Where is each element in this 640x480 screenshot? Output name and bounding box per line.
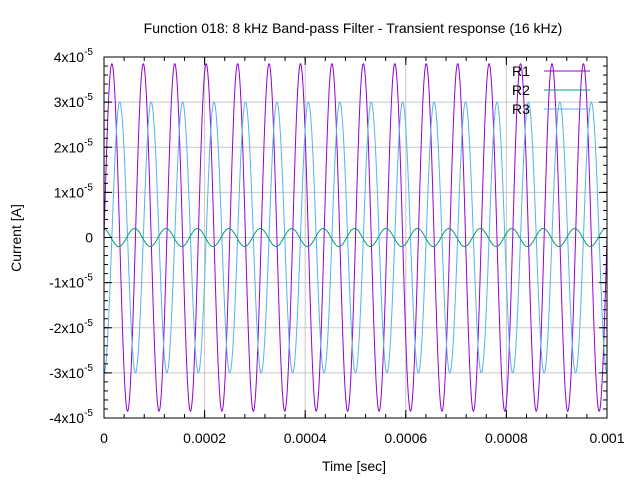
x-tick-label: 0.0006 (384, 430, 427, 446)
y-tick-exponent: -5 (84, 182, 93, 193)
y-tick-exponent: -5 (84, 318, 93, 329)
y-tick-mantissa: 0 (85, 230, 93, 246)
y-tick-exponent: -5 (84, 273, 93, 284)
y-tick-label: -4x10-5 (49, 408, 93, 426)
x-tick-label: 0 (100, 430, 108, 446)
y-tick-label: -3x10-5 (49, 363, 93, 381)
y-tick-labels: 4x10-53x10-52x10-51x10-50-1x10-5-2x10-5-… (49, 47, 93, 426)
y-tick-mantissa: -3x10 (49, 365, 84, 381)
chart-title: Function 018: 8 kHz Band-pass Filter - T… (144, 20, 563, 36)
y-axis-label: Current [A] (8, 204, 24, 272)
axis-ticks (103, 56, 608, 419)
legend-label: R2 (512, 82, 530, 98)
y-tick-exponent: -5 (84, 363, 93, 374)
series-layer (103, 63, 608, 412)
series-line-r2 (103, 227, 608, 248)
x-tick-labels: 0 0.0002 0.0004 0.0006 0.0008 0.001 (100, 430, 625, 446)
x-tick-label: 0.0002 (183, 430, 226, 446)
grid-lines (104, 57, 607, 418)
y-tick-label: -1x10-5 (49, 273, 93, 291)
x-tick-label: 0.0004 (284, 430, 327, 446)
y-tick-mantissa: 1x10 (54, 184, 85, 200)
y-tick-label: -2x10-5 (49, 318, 93, 336)
y-tick-label: 2x10-5 (54, 137, 94, 155)
y-tick-exponent: -5 (84, 137, 93, 148)
x-tick-label: 0.001 (589, 430, 624, 446)
y-tick-exponent: -5 (84, 408, 93, 419)
x-axis-label: Time [sec] (322, 458, 386, 474)
y-tick-label: 4x10-5 (54, 47, 94, 65)
y-tick-label: 3x10-5 (54, 92, 94, 110)
legend-label: R3 (512, 101, 530, 117)
legend: R1 R2 R3 (512, 63, 590, 117)
y-tick-mantissa: 4x10 (54, 49, 85, 65)
y-tick-exponent: -5 (84, 47, 93, 58)
y-tick-label: 1x10-5 (54, 182, 94, 200)
series-line-r1 (103, 63, 608, 412)
y-tick-mantissa: -4x10 (49, 410, 84, 426)
y-tick-mantissa: -1x10 (49, 275, 84, 291)
y-tick-mantissa: 2x10 (54, 139, 85, 155)
y-tick-label: 0 (85, 230, 93, 246)
y-tick-exponent: -5 (84, 92, 93, 103)
x-tick-label: 0.0008 (485, 430, 528, 446)
y-tick-mantissa: 3x10 (54, 94, 85, 110)
y-tick-mantissa: -2x10 (49, 320, 84, 336)
legend-label: R1 (512, 63, 530, 79)
series-line-r3 (103, 101, 608, 374)
